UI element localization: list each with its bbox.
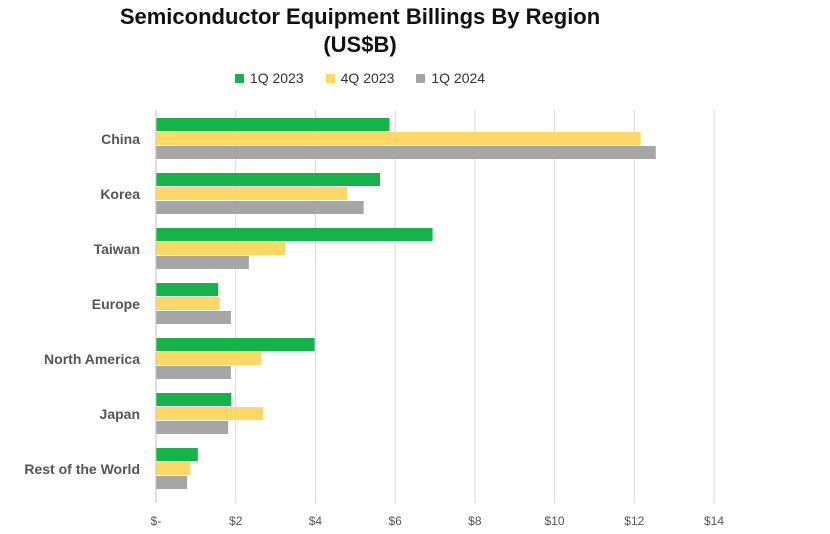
bar-0	[156, 448, 198, 461]
category-label: Rest of the World	[24, 461, 140, 477]
category-label: China	[101, 131, 140, 147]
category-label: North America	[44, 351, 140, 367]
bar-1	[156, 462, 191, 475]
legend-swatch	[234, 73, 244, 83]
x-tick-label: $6	[388, 514, 402, 528]
x-tick-label: $-	[151, 514, 162, 528]
bar-1	[156, 352, 262, 365]
x-tick-label: $10	[545, 514, 565, 528]
legend-label: 1Q 2023	[249, 70, 304, 86]
legend-swatch	[325, 73, 335, 83]
legend-swatch	[416, 73, 426, 83]
x-tick-label: $2	[229, 514, 243, 528]
category-label: Taiwan	[94, 241, 140, 257]
x-tick-label: $8	[468, 514, 482, 528]
bar-2	[156, 146, 656, 159]
category-label: Japan	[100, 406, 140, 422]
chart-title: Semiconductor Equipment Billings By Regi…	[119, 4, 601, 29]
bar-2	[156, 476, 188, 489]
bar-2	[156, 311, 231, 324]
legend-item-1: 4Q 2023	[325, 70, 395, 86]
legend-label: 4Q 2023	[340, 70, 395, 86]
bar-0	[156, 228, 433, 241]
bar-2	[156, 256, 249, 269]
bar-0	[156, 173, 380, 186]
bar-0	[156, 283, 219, 296]
legend-item-2: 1Q 2024	[416, 70, 485, 86]
legend-item-0: 1Q 2023	[234, 70, 304, 86]
legend-label: 1Q 2024	[431, 70, 486, 86]
bar-2	[156, 366, 231, 379]
bar-1	[156, 297, 220, 310]
x-tick-label: $12	[624, 514, 644, 528]
x-tick-label: $14	[704, 514, 724, 528]
bar-1	[156, 132, 641, 145]
category-label: Korea	[100, 186, 140, 202]
bar-0	[156, 338, 315, 351]
bar-1	[156, 242, 286, 255]
bar-0	[156, 118, 390, 131]
bar-1	[156, 407, 264, 420]
bar-1	[156, 187, 348, 200]
chart-subtitle: (US$B)	[323, 32, 397, 57]
bar-0	[156, 393, 232, 406]
bar-2	[156, 421, 229, 434]
x-tick-label: $4	[309, 514, 323, 528]
category-label: Europe	[92, 296, 140, 312]
bar-2	[156, 201, 364, 214]
chart-legend: 1Q 2023 4Q 2023 1Q 2024	[0, 70, 720, 86]
